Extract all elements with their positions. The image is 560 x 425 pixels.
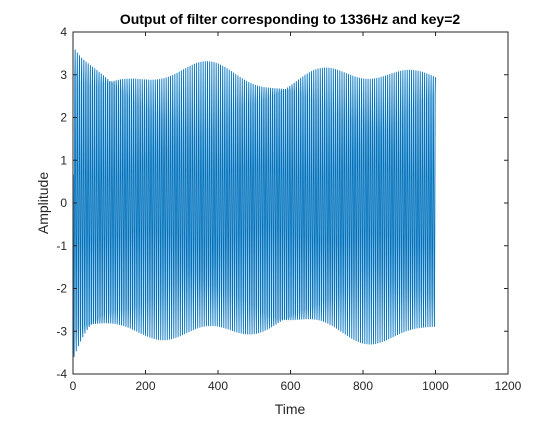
series-layer: [72, 49, 436, 358]
x-tick-label: 600: [280, 379, 300, 393]
y-tick-label: 4: [60, 25, 67, 39]
x-tick-label: 200: [135, 379, 155, 393]
x-axis-title: Time: [275, 401, 306, 417]
chart-title: Output of filter corresponding to 1336Hz…: [120, 11, 461, 27]
x-tick-label: 0: [70, 379, 77, 393]
x-tick-label: 400: [208, 379, 228, 393]
y-tick-label: 2: [60, 111, 67, 125]
ticks-layer: 0 200 400 600 800 1000 1200 -4 -3 -2 -1 0 1 2 3 4: [56, 25, 521, 393]
y-tick-label: -1: [56, 239, 67, 253]
y-tick-label: -2: [56, 282, 67, 296]
x-tick-label: 1200: [495, 379, 522, 393]
y-tick-label: -3: [56, 324, 67, 338]
x-tick-label: 800: [353, 379, 373, 393]
x-tick-label: 1000: [422, 379, 449, 393]
series-line: [72, 49, 436, 358]
y-tick-label: -4: [56, 367, 67, 381]
y-tick-label: 1: [60, 153, 67, 167]
y-tick-label: 3: [60, 68, 67, 82]
y-axis-title: Amplitude: [35, 172, 51, 234]
y-tick-label: 0: [60, 196, 67, 210]
